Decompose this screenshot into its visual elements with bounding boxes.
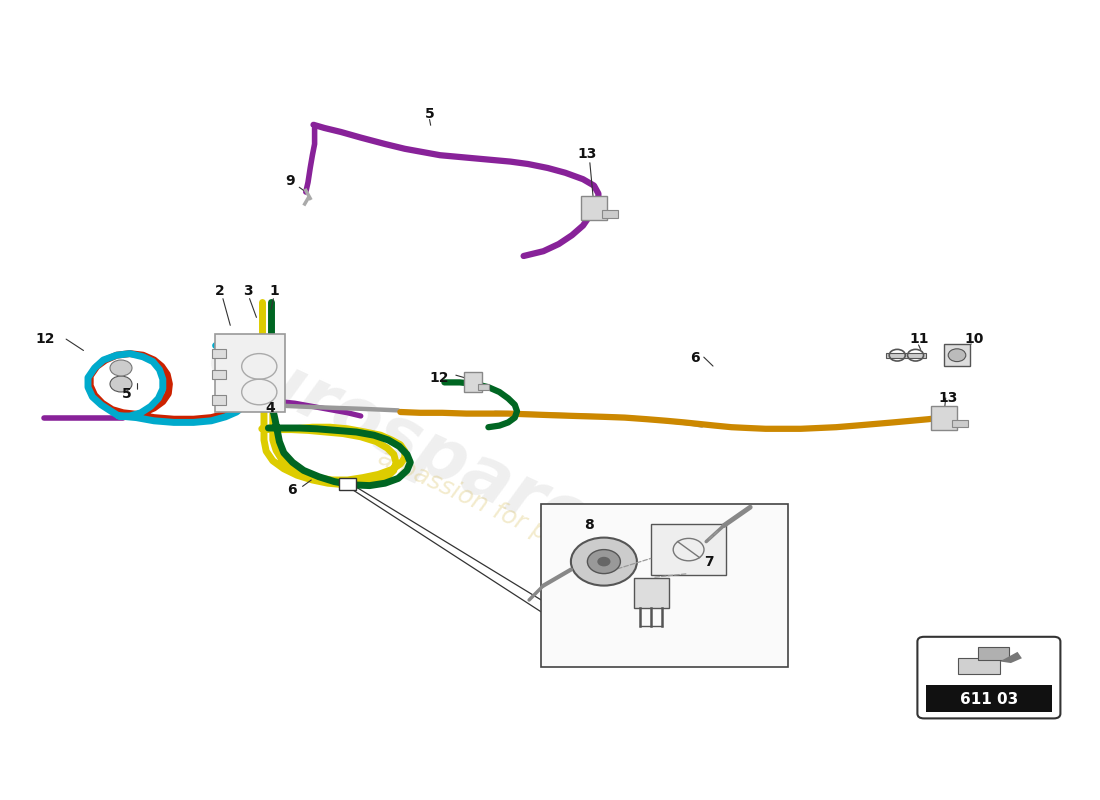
Circle shape bbox=[948, 349, 966, 362]
Text: 11: 11 bbox=[910, 332, 930, 346]
Circle shape bbox=[571, 538, 637, 586]
Text: 5: 5 bbox=[425, 106, 435, 121]
Bar bbox=[952, 420, 968, 427]
Circle shape bbox=[110, 376, 132, 392]
Text: 13: 13 bbox=[938, 391, 958, 406]
Circle shape bbox=[587, 550, 620, 574]
Bar bbox=[958, 658, 1000, 674]
FancyBboxPatch shape bbox=[541, 504, 788, 667]
Bar bbox=[602, 210, 618, 218]
Text: 611 03: 611 03 bbox=[960, 693, 1018, 707]
Text: eurospares: eurospares bbox=[197, 320, 639, 576]
Circle shape bbox=[110, 360, 132, 376]
Text: 9: 9 bbox=[285, 174, 295, 188]
Bar bbox=[978, 647, 1009, 660]
Text: 13: 13 bbox=[578, 146, 597, 161]
Text: 4: 4 bbox=[265, 401, 275, 415]
Text: 10: 10 bbox=[965, 332, 985, 346]
Circle shape bbox=[597, 557, 611, 566]
Text: 12: 12 bbox=[429, 370, 449, 385]
Bar bbox=[887, 353, 926, 358]
Bar bbox=[944, 344, 970, 366]
Bar bbox=[212, 349, 226, 358]
FancyBboxPatch shape bbox=[917, 637, 1060, 718]
Bar bbox=[339, 478, 356, 490]
Text: 2: 2 bbox=[216, 284, 224, 298]
Bar bbox=[634, 578, 669, 608]
Bar bbox=[926, 685, 1052, 712]
Text: 6: 6 bbox=[287, 482, 297, 497]
Bar bbox=[478, 385, 488, 390]
Text: a passion for parts since 1985: a passion for parts since 1985 bbox=[374, 446, 726, 626]
Text: 8: 8 bbox=[584, 518, 594, 532]
FancyBboxPatch shape bbox=[214, 334, 285, 412]
Text: 3: 3 bbox=[243, 284, 252, 298]
Bar bbox=[581, 196, 607, 220]
Bar bbox=[931, 406, 957, 430]
Text: 6: 6 bbox=[690, 351, 700, 366]
FancyBboxPatch shape bbox=[651, 524, 726, 575]
Text: 7: 7 bbox=[704, 554, 714, 569]
Bar bbox=[464, 372, 482, 392]
Text: 5: 5 bbox=[122, 386, 132, 401]
Bar bbox=[212, 370, 226, 379]
Text: 12: 12 bbox=[35, 332, 55, 346]
Bar bbox=[212, 395, 226, 405]
Polygon shape bbox=[1000, 652, 1022, 663]
Text: 1: 1 bbox=[270, 284, 278, 298]
